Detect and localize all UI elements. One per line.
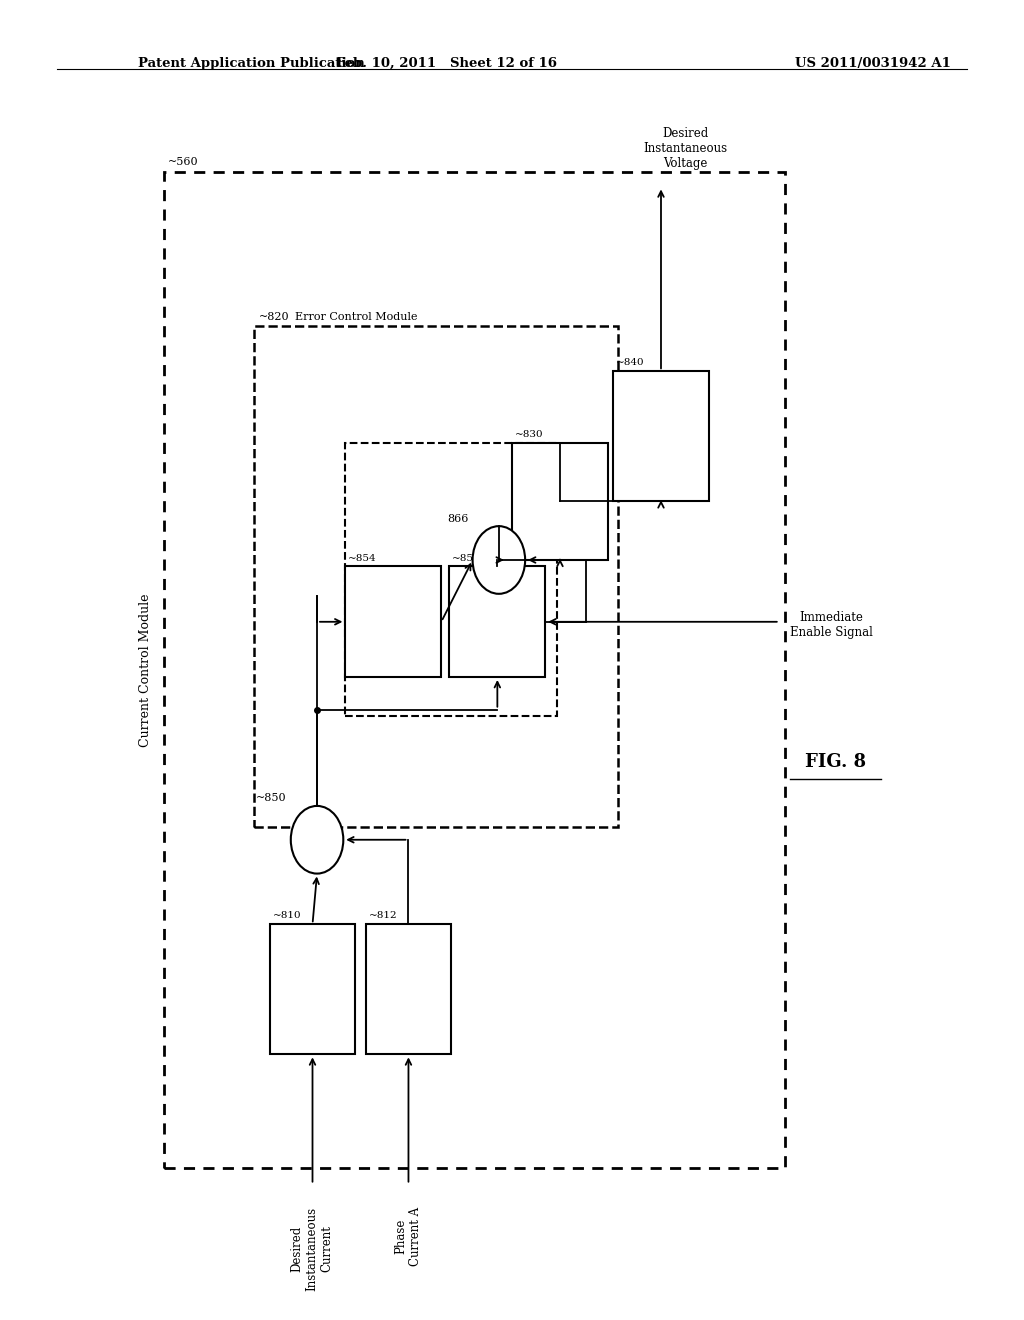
Text: Patent Application Publication: Patent Application Publication [138, 57, 365, 70]
Bar [269, 924, 355, 1055]
Bar [345, 566, 441, 677]
Text: Feb. 10, 2011   Sheet 12 of 16: Feb. 10, 2011 Sheet 12 of 16 [336, 57, 557, 70]
Text: Absolute
Value
Module: Absolute Value Module [385, 974, 431, 1005]
Bar [450, 566, 546, 677]
Bar [164, 172, 784, 1168]
Text: ~858: ~858 [453, 553, 481, 562]
Text: ~854: ~854 [348, 553, 377, 562]
Text: Error Control Module: Error Control Module [295, 312, 418, 322]
Text: ~560: ~560 [168, 157, 199, 168]
Bar [366, 924, 452, 1055]
Text: ~850: ~850 [256, 793, 287, 804]
Bar [254, 326, 618, 826]
Text: Absolute
Value
Module: Absolute Value Module [290, 974, 336, 1005]
Text: ~840: ~840 [616, 359, 645, 367]
Text: ~812: ~812 [369, 911, 397, 920]
Text: ~820: ~820 [258, 312, 289, 322]
Text: FIG. 8: FIG. 8 [805, 752, 866, 771]
Text: Integrator
Module: Integrator Module [470, 612, 524, 631]
Text: Desired
Instantaneous
Current: Desired Instantaneous Current [291, 1206, 334, 1291]
Text: Phase
Current A: Phase Current A [394, 1206, 422, 1266]
Text: 866: 866 [447, 513, 469, 524]
Circle shape [291, 807, 343, 874]
Text: US 2011/0031942 A1: US 2011/0031942 A1 [795, 57, 950, 70]
Bar [512, 444, 608, 560]
Text: Desired
Instantaneous
Voltage: Desired Instantaneous Voltage [644, 127, 728, 169]
Text: ~830: ~830 [515, 430, 544, 440]
Text: Proportional
Module: Proportional Module [360, 612, 426, 631]
Text: ~810: ~810 [272, 911, 301, 920]
Bar [345, 444, 557, 717]
Text: Notch
Filter
Module: Notch Filter Module [641, 421, 681, 451]
Bar [613, 371, 709, 502]
Circle shape [473, 527, 525, 594]
Text: Current Control Module: Current Control Module [139, 593, 152, 747]
Text: +: + [492, 550, 507, 569]
Text: Immediate
Enable Signal: Immediate Enable Signal [790, 611, 872, 639]
Text: I: I [314, 833, 319, 846]
Text: Saturation
Module: Saturation Module [532, 492, 588, 511]
